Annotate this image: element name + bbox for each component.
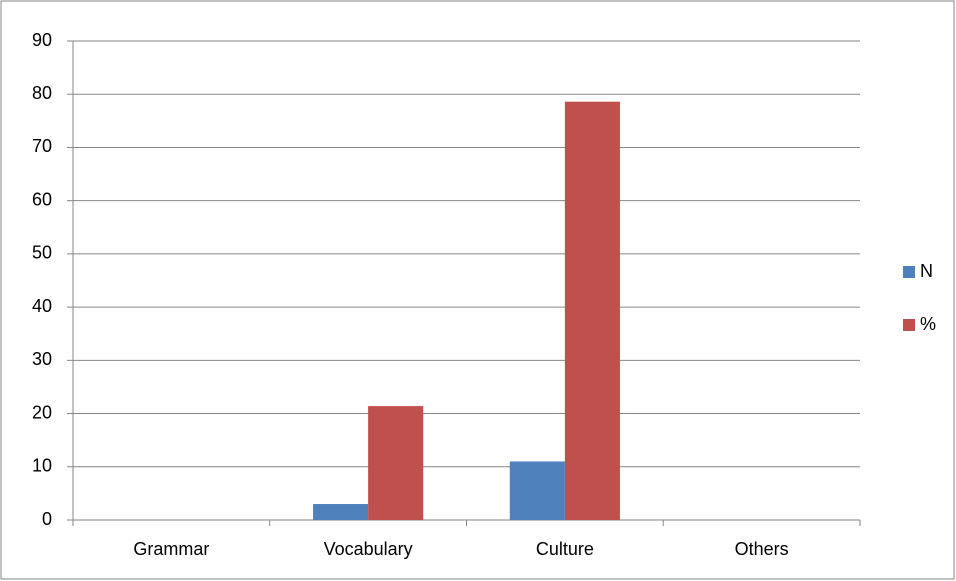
- bar: [564, 101, 620, 520]
- x-tick-label: Vocabulary: [324, 539, 413, 559]
- x-tick-label: Culture: [536, 539, 594, 559]
- y-tick-label: 10: [32, 456, 52, 476]
- y-tick-label: 50: [32, 243, 52, 263]
- y-tick-label: 90: [32, 30, 52, 50]
- legend-label: N: [920, 261, 933, 281]
- legend-label: %: [920, 314, 936, 334]
- y-tick-label: 60: [32, 189, 52, 209]
- y-tick-label: 30: [32, 349, 52, 369]
- bar: [313, 504, 369, 520]
- y-tick-label: 40: [32, 296, 52, 316]
- y-tick-label: 20: [32, 402, 52, 422]
- y-tick-label: 70: [32, 136, 52, 156]
- x-tick-label: Others: [735, 539, 789, 559]
- y-tick-label: 80: [32, 83, 52, 103]
- x-tick-label: Grammar: [133, 539, 209, 559]
- y-tick-label: 0: [42, 509, 52, 529]
- bar: [368, 406, 424, 520]
- bar: [509, 461, 565, 520]
- legend-swatch: [903, 266, 915, 278]
- legend-swatch: [903, 319, 915, 331]
